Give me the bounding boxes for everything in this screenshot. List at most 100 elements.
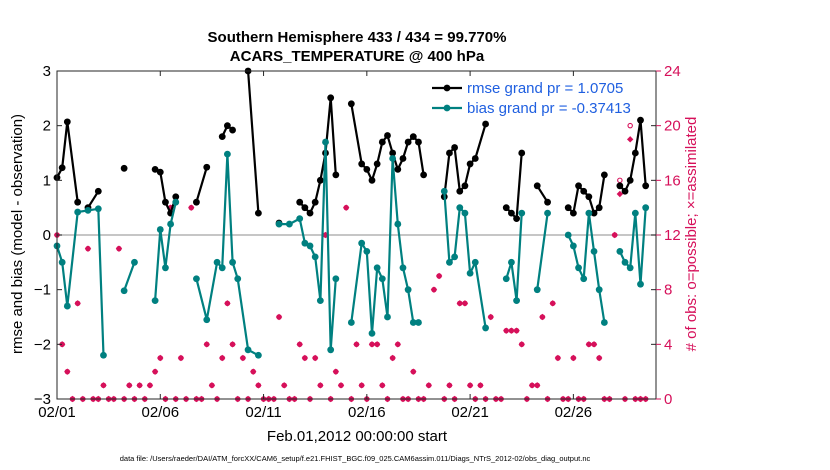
obs-assimilated-point-26	[188, 204, 195, 211]
obs-assimilated-point-44	[281, 382, 288, 389]
legend-bias-marker	[443, 104, 451, 112]
bias-point-24	[244, 346, 252, 354]
rmse-point-73	[575, 182, 582, 190]
legend-bias-label: bias grand pr = -0.37413	[467, 100, 631, 117]
bias-point-31	[306, 242, 314, 250]
bias-point-43	[378, 275, 386, 283]
rmse-point-16	[172, 193, 180, 201]
bias-point-81	[626, 264, 634, 272]
rmse-point-57	[456, 187, 464, 195]
y-left-tick-label: 3	[43, 63, 51, 80]
rmse-point-64	[508, 209, 515, 217]
bias-point-18	[203, 316, 211, 324]
obs-assimilated-point-33	[224, 300, 231, 307]
rmse-point-59	[466, 160, 474, 168]
rmse-point-50	[409, 133, 417, 141]
rmse-point-43	[373, 160, 381, 168]
rmse-point-18	[193, 198, 200, 206]
x-tick-label: 02/06	[142, 404, 180, 421]
x-tick-label: 02/21	[451, 404, 489, 421]
y-axis-left-label: rmse and bias (model - observation)	[9, 114, 26, 354]
rmse-point-6	[94, 187, 102, 195]
obs-assimilated-point-59	[358, 382, 365, 389]
bias-point-21	[224, 150, 231, 158]
bias-point-70	[564, 231, 572, 239]
y-right-tick-label: 12	[664, 227, 681, 244]
obs-assimilated-point-24	[177, 354, 185, 362]
rmse-point-76	[590, 209, 598, 217]
obs-assimilated-point-109	[616, 190, 624, 198]
bias-point-57	[461, 209, 469, 217]
bias-point-55	[451, 253, 459, 261]
rmse-point-51	[415, 138, 422, 146]
obs-assimilated-point-94	[539, 313, 546, 321]
legend-rmse-label: rmse grand pr = 1.0705	[467, 80, 623, 97]
obs-assimilated-point-88	[508, 327, 515, 334]
obs-assimilated-point-56	[342, 204, 350, 211]
obs-assimilated-point-104	[590, 341, 598, 348]
bias-point-4	[84, 207, 92, 214]
data-file-footer: data file: /Users/raeder/DAI/ATM_forcXX/…	[120, 454, 591, 463]
rmse-point-19	[203, 163, 211, 171]
obs-assimilated-point-89	[513, 327, 520, 334]
x-tick-label: 02/01	[38, 404, 76, 421]
obs-assimilated-point-32	[219, 354, 226, 362]
bias-point-47	[399, 264, 407, 272]
bias-point-32	[311, 253, 319, 261]
obs-assimilated-point-90	[518, 341, 525, 348]
bias-point-45	[389, 155, 397, 162]
rmse-point-65	[513, 215, 520, 223]
obs-assimilated-point-4	[74, 300, 81, 307]
obs-assimilated-point-61	[368, 341, 376, 348]
obs-assimilated-point-87	[503, 327, 510, 334]
bias-point-20	[218, 264, 226, 272]
bias-point-68	[544, 209, 551, 217]
obs-assimilated-point-105	[595, 354, 603, 362]
obs-assimilated-point-84	[487, 313, 494, 321]
bias-point-71	[569, 242, 577, 250]
obs-assimilated-point-2	[64, 368, 71, 375]
rmse-point-80	[616, 182, 624, 190]
bias-point-9	[131, 258, 138, 266]
rmse-point-84	[637, 116, 644, 124]
rmse-point-60	[471, 155, 479, 162]
bias-point-12	[156, 226, 164, 233]
obs-assimilated-point-9	[100, 382, 107, 389]
bias-point-76	[595, 286, 603, 294]
obs-assimilated-point-80	[466, 382, 474, 389]
rmse-point-77	[595, 204, 603, 212]
bias-point-79	[616, 248, 624, 255]
bias-point-64	[513, 297, 520, 304]
rmse-point-68	[533, 182, 541, 190]
bias-point-74	[585, 209, 593, 217]
bias-point-84	[642, 204, 650, 212]
bias-point-63	[508, 258, 515, 266]
rmse-point-1	[58, 164, 66, 172]
rmse-point-14	[162, 198, 169, 206]
bias-point-19	[213, 258, 221, 266]
obs-assimilated-point-51	[317, 382, 324, 389]
bias-point-67	[533, 286, 541, 294]
bias-point-44	[384, 313, 391, 321]
bias-point-73	[580, 275, 588, 283]
bias-point-2	[63, 302, 71, 310]
bias-point-60	[482, 324, 489, 332]
y-right-tick-label: 0	[664, 391, 672, 408]
bias-point-83	[637, 280, 644, 288]
rmse-point-2	[63, 118, 71, 126]
obs-assimilated-point-76	[446, 382, 453, 389]
rmse-point-48	[399, 155, 407, 162]
obs-assimilated-point-55	[337, 382, 345, 389]
obs-assimilated-point-14	[126, 382, 133, 389]
bias-point-14	[167, 220, 175, 228]
rmse-point-36	[327, 94, 335, 102]
obs-assimilated-point-82	[477, 382, 484, 389]
rmse-point-82	[626, 176, 634, 184]
y-left-tick-label: −1	[34, 282, 51, 299]
obs-assimilated-point-20	[157, 354, 164, 362]
rmse-point-47	[394, 166, 402, 173]
obs-assimilated-point-97	[554, 354, 562, 362]
x-tick-label: 02/16	[348, 404, 386, 421]
bias-point-8	[120, 287, 128, 295]
